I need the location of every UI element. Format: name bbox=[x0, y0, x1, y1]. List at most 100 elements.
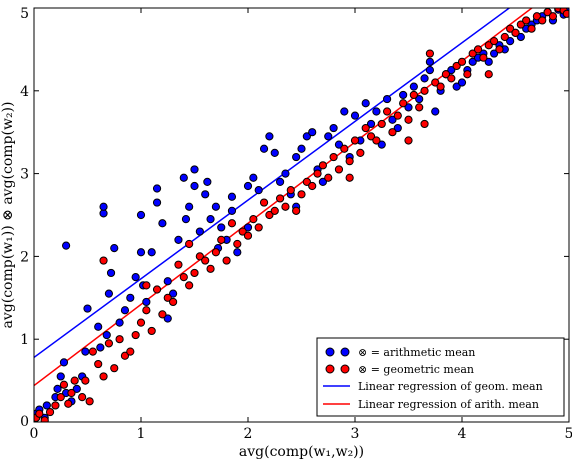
geometric-point-13 bbox=[88, 347, 97, 356]
geometric-point-50 bbox=[286, 186, 295, 195]
geometric-point-39 bbox=[227, 219, 237, 228]
arithmetic-point-65 bbox=[302, 132, 311, 141]
geometric-point-59 bbox=[334, 165, 344, 174]
geometric-point-77 bbox=[431, 78, 440, 87]
arithmetic-point-36 bbox=[169, 289, 178, 298]
arithmetic-point-119 bbox=[163, 314, 172, 323]
geometric-point-37 bbox=[217, 235, 226, 244]
geometric-point-61 bbox=[345, 157, 354, 166]
arithmetic-point-83 bbox=[404, 103, 413, 112]
geometric-point-108 bbox=[142, 281, 151, 290]
arithmetic-point-11 bbox=[72, 384, 81, 393]
geometric-point-47 bbox=[270, 206, 279, 215]
arithmetic-point-105 bbox=[516, 32, 525, 42]
legend-entry-arith-regression: Linear regression of arith. mean bbox=[323, 398, 539, 411]
legend-entry-geometric: ⊗ = geometric mean bbox=[325, 363, 474, 376]
arithmetic-point-80 bbox=[388, 115, 397, 124]
arithmetic-point-78 bbox=[372, 107, 381, 116]
geometric-point-103 bbox=[99, 256, 108, 265]
arithmetic-point-47 bbox=[211, 202, 220, 211]
geometric-point-49 bbox=[281, 202, 290, 211]
geometric-point-90 bbox=[500, 32, 509, 42]
y-tick-label-0: 0 bbox=[20, 414, 29, 430]
arithmetic-point-27 bbox=[136, 248, 146, 257]
geometric-point-8 bbox=[67, 388, 76, 398]
arithmetic-point-41 bbox=[190, 181, 199, 191]
arithmetic-point-92 bbox=[447, 66, 456, 75]
geometric-point-76 bbox=[425, 49, 434, 58]
geometric-point-88 bbox=[490, 37, 499, 46]
arithmetic-point-77 bbox=[366, 119, 376, 129]
arithmetic-point-56 bbox=[254, 186, 263, 195]
geometric-point-33 bbox=[195, 252, 204, 261]
geometric-point-60 bbox=[340, 144, 349, 153]
arithmetic-point-19 bbox=[102, 330, 111, 340]
axis-ticks: 0 1 2 3 4 5 0 1 2 3 4 5 bbox=[20, 6, 572, 442]
arithmetic-point-23 bbox=[115, 318, 124, 327]
geometric-point-63 bbox=[356, 148, 365, 157]
geometric-point-81 bbox=[452, 61, 461, 71]
geometric-point-43 bbox=[249, 215, 258, 224]
arithmetic-point-30 bbox=[142, 297, 151, 307]
arithmetic-point-17 bbox=[99, 209, 108, 218]
arithmetic-point-66 bbox=[308, 128, 317, 137]
geometric-point-75 bbox=[420, 86, 429, 95]
geometric-point-14 bbox=[94, 359, 103, 369]
arithmetic-point-59 bbox=[270, 148, 279, 157]
arithmetic-point-87 bbox=[425, 57, 434, 66]
legend-entry-arithmetic: ⊗ = arithmetic mean bbox=[325, 346, 475, 359]
geometric-point-41 bbox=[238, 227, 247, 236]
geometric-point-70 bbox=[393, 111, 402, 120]
arithmetic-point-54 bbox=[243, 181, 253, 191]
geometric-point-56 bbox=[318, 161, 327, 170]
legend-entry-geom-regression: Linear regression of geom. mean bbox=[323, 380, 543, 393]
arithmetic-point-15 bbox=[94, 322, 103, 331]
legend-label-geometric: ⊗ = geometric mean bbox=[358, 363, 474, 376]
arithmetic-point-76 bbox=[361, 99, 370, 108]
geometric-point-45 bbox=[259, 198, 269, 207]
y-axis-label: avg(comp(w₁)) ⊗ avg(comp(w₂)) bbox=[0, 102, 16, 329]
geometric-point-54 bbox=[308, 181, 317, 191]
geometric-point-89 bbox=[495, 45, 504, 54]
arithmetic-point-35 bbox=[163, 277, 172, 286]
geometric-point-69 bbox=[388, 128, 397, 137]
arithmetic-point-38 bbox=[179, 173, 188, 182]
geometric-point-16 bbox=[104, 339, 114, 348]
y-tick-label-3: 3 bbox=[20, 167, 29, 183]
geometric-point-96 bbox=[532, 12, 542, 21]
geometric-point-9 bbox=[70, 376, 79, 385]
legend-marker-red-1 bbox=[325, 364, 335, 374]
geometric-point-91 bbox=[506, 24, 515, 33]
geometric-point-57 bbox=[324, 173, 333, 182]
arithmetic-point-82 bbox=[399, 90, 408, 100]
arithmetic-point-5 bbox=[53, 384, 62, 393]
arithmetic-point-85 bbox=[415, 94, 424, 104]
geometric-point-12 bbox=[85, 397, 94, 406]
x-tick-label-1: 1 bbox=[137, 426, 146, 442]
geometric-point-85 bbox=[473, 45, 483, 54]
legend-marker-blue-1 bbox=[325, 347, 335, 357]
arithmetic-point-99 bbox=[484, 57, 493, 66]
arithmetic-point-39 bbox=[181, 215, 191, 224]
arithmetic-point-25 bbox=[126, 293, 135, 302]
arithmetic-point-33 bbox=[152, 184, 162, 193]
arithmetic-point-13 bbox=[81, 347, 90, 356]
geometric-point-5 bbox=[56, 393, 65, 402]
plot-frame bbox=[33, 7, 570, 423]
legend-label-geom-regression: Linear regression of geom. mean bbox=[358, 380, 543, 393]
arithmetic-point-28 bbox=[136, 210, 146, 220]
arithmetic-point-31 bbox=[147, 248, 156, 257]
geometric-point-102 bbox=[562, 9, 569, 18]
geometric-point-2 bbox=[40, 416, 49, 422]
geometric-point-1 bbox=[35, 409, 44, 418]
geometric-point-7 bbox=[64, 399, 73, 408]
geometric-point-15 bbox=[99, 372, 108, 381]
arithmetic-point-63 bbox=[292, 152, 301, 162]
arithmetic-point-32 bbox=[152, 198, 162, 207]
arithmetic-point-71 bbox=[334, 140, 344, 149]
geometric-point-109 bbox=[404, 136, 413, 145]
geometric-point-66 bbox=[372, 136, 381, 145]
arithmetic-point-34 bbox=[158, 219, 167, 228]
geometric-point-62 bbox=[350, 136, 360, 145]
geometric-point-94 bbox=[522, 16, 531, 25]
